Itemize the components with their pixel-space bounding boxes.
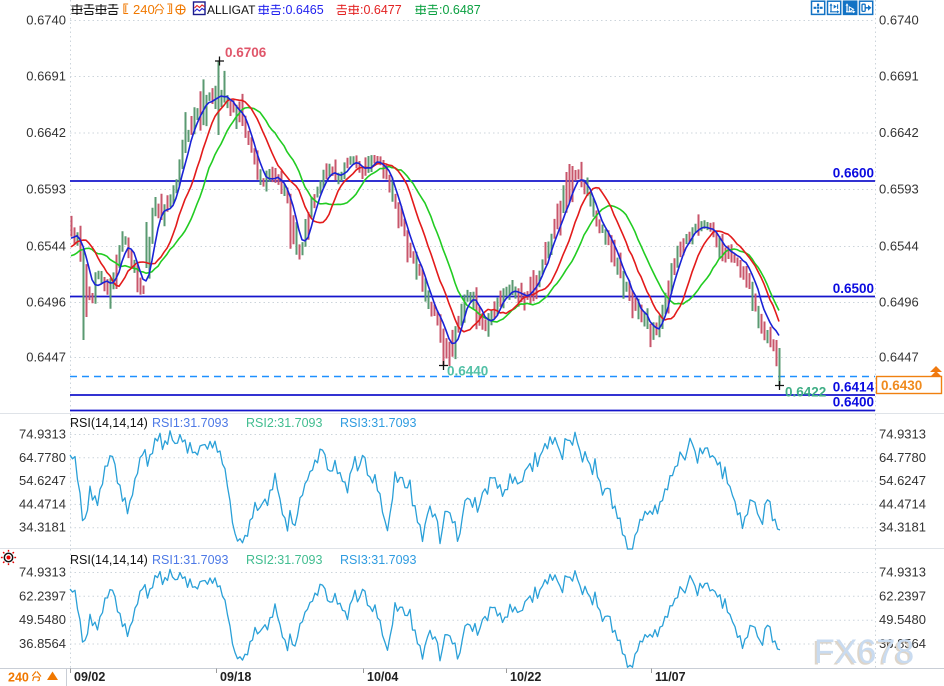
svg-text:34.3181: 34.3181 [19, 520, 66, 535]
svg-text:0.6440: 0.6440 [447, 364, 488, 379]
svg-text:0.6642: 0.6642 [26, 125, 66, 140]
svg-text:0.6544: 0.6544 [879, 239, 919, 254]
svg-text:44.4714: 44.4714 [19, 496, 66, 511]
svg-text::0.6477: :0.6477 [360, 3, 402, 17]
svg-text:0.6414: 0.6414 [833, 380, 875, 395]
svg-text:74.9313: 74.9313 [879, 565, 926, 580]
svg-text:49.5480: 49.5480 [19, 612, 66, 627]
svg-text:0.6422: 0.6422 [785, 385, 826, 400]
svg-text:64.7780: 64.7780 [879, 450, 926, 465]
svg-text:0.6593: 0.6593 [879, 182, 919, 197]
svg-text:0.6496: 0.6496 [879, 295, 919, 310]
svg-text:36.8564: 36.8564 [879, 636, 926, 651]
svg-text:RSI1:31.7093: RSI1:31.7093 [152, 416, 228, 430]
svg-text:0.6691: 0.6691 [26, 69, 66, 84]
svg-text:34.3181: 34.3181 [879, 520, 926, 535]
svg-text:0.6740: 0.6740 [26, 13, 66, 28]
svg-text:49.5480: 49.5480 [879, 612, 926, 627]
svg-text:74.9313: 74.9313 [879, 427, 926, 442]
svg-text:0.6600: 0.6600 [833, 166, 874, 181]
svg-text:RSI2:31.7093: RSI2:31.7093 [246, 416, 322, 430]
svg-text:10/04: 10/04 [367, 670, 398, 684]
svg-text:0.6593: 0.6593 [26, 182, 66, 197]
svg-text:62.2397: 62.2397 [19, 588, 66, 603]
svg-text:11/07: 11/07 [655, 670, 686, 684]
svg-text:54.6247: 54.6247 [879, 473, 926, 488]
svg-text:10/22: 10/22 [510, 670, 541, 684]
svg-text:RSI(14,14,14): RSI(14,14,14) [70, 416, 148, 430]
svg-text:240: 240 [8, 671, 29, 685]
svg-text:44.4714: 44.4714 [879, 496, 926, 511]
svg-text:0.6500: 0.6500 [833, 281, 874, 296]
svg-text:0.6496: 0.6496 [26, 295, 66, 310]
svg-text:0.6544: 0.6544 [26, 239, 66, 254]
svg-text:ALLIGAT: ALLIGAT [207, 3, 256, 17]
svg-text:09/18: 09/18 [220, 670, 251, 684]
svg-text:RSI(14,14,14): RSI(14,14,14) [70, 553, 148, 567]
svg-text:62.2397: 62.2397 [879, 588, 926, 603]
svg-text:0.6400: 0.6400 [833, 395, 874, 410]
svg-text:36.8564: 36.8564 [19, 636, 66, 651]
svg-text:RSI2:31.7093: RSI2:31.7093 [246, 553, 322, 567]
svg-text:09/02: 09/02 [74, 670, 105, 684]
svg-text:FX678: FX678 [814, 633, 914, 671]
svg-text:0.6447: 0.6447 [26, 350, 66, 365]
svg-text:0.6447: 0.6447 [879, 350, 919, 365]
svg-text:0.6430: 0.6430 [881, 378, 922, 393]
svg-text:RSI3:31.7093: RSI3:31.7093 [340, 416, 416, 430]
svg-text::0.6465: :0.6465 [282, 3, 324, 17]
svg-text:240: 240 [133, 2, 155, 17]
svg-text:0.6740: 0.6740 [879, 13, 919, 28]
svg-text:74.9313: 74.9313 [19, 565, 66, 580]
svg-text::0.6487: :0.6487 [439, 3, 481, 17]
svg-text:0.6691: 0.6691 [879, 69, 919, 84]
svg-text:64.7780: 64.7780 [19, 450, 66, 465]
svg-text:RSI1:31.7093: RSI1:31.7093 [152, 553, 228, 567]
svg-text:RSI3:31.7093: RSI3:31.7093 [340, 553, 416, 567]
svg-text:74.9313: 74.9313 [19, 427, 66, 442]
svg-text:FX678: FX678 [812, 635, 912, 673]
svg-text:0.6642: 0.6642 [879, 125, 919, 140]
svg-text:0.6706: 0.6706 [225, 45, 267, 60]
svg-text:54.6247: 54.6247 [19, 473, 66, 488]
